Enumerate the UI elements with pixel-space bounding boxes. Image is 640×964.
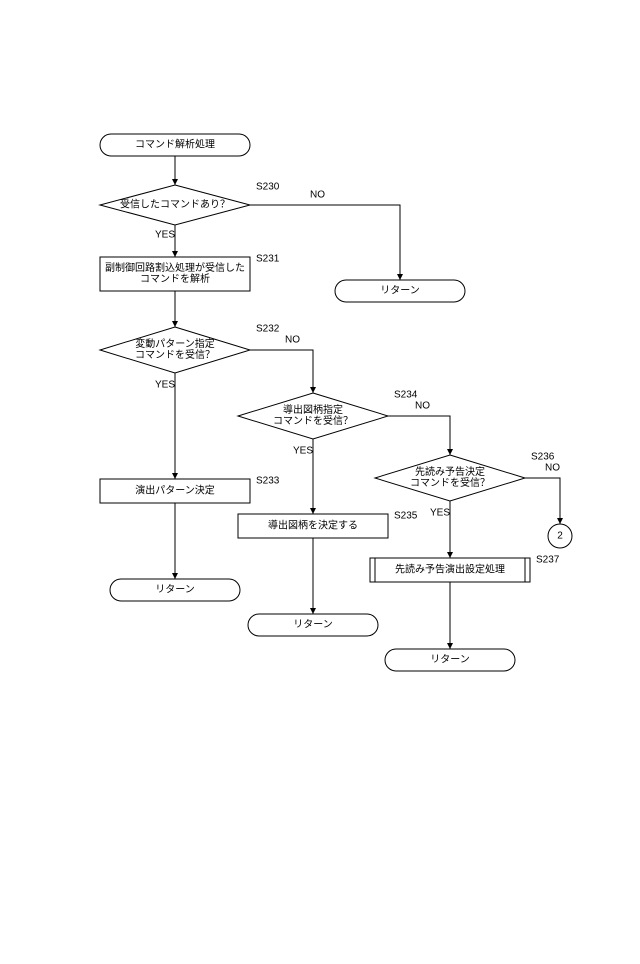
svg-text:リターン: リターン xyxy=(380,285,420,297)
svg-text:2: 2 xyxy=(557,531,563,542)
step-label: S237 xyxy=(536,555,560,566)
node-start: コマンド解析処理 xyxy=(100,134,250,156)
svg-text:演出パターン決定: 演出パターン決定 xyxy=(135,484,215,497)
node-d234: 導出図柄指定コマンドを受信？ S234 xyxy=(238,390,418,439)
edge xyxy=(250,350,313,393)
svg-text:導出図柄指定: 導出図柄指定 xyxy=(283,403,343,416)
node-d236: 先読み予告決定コマンドを受信？ S236 xyxy=(375,452,555,501)
flowchart-diagram: YES NO YES NO YES NO YES NO コマンド解析処理受信したコマンドあり？… xyxy=(0,0,640,964)
node-ret2: リターン xyxy=(110,579,240,601)
node-off2: 2 xyxy=(548,524,572,548)
step-label: S232 xyxy=(256,324,280,335)
step-label: S236 xyxy=(531,452,555,463)
svg-text:副制御回路割込処理が受信した: 副制御回路割込処理が受信した xyxy=(105,261,245,274)
node-ret3: リターン xyxy=(248,614,378,636)
node-ret4: リターン xyxy=(385,649,515,671)
node-ret1: リターン xyxy=(335,280,465,302)
svg-text:変動パターン指定: 変動パターン指定 xyxy=(135,337,215,350)
svg-text:コマンドを受信？: コマンドを受信？ xyxy=(273,415,353,427)
edge-label: NO xyxy=(285,335,300,346)
edge-label: NO xyxy=(545,463,560,474)
node-p235: 導出図柄を決定する S235 xyxy=(238,511,418,538)
svg-text:コマンドを解析: コマンドを解析 xyxy=(140,272,210,285)
edge xyxy=(388,416,450,455)
node-p237: 先読み予告演出設定処理 S237 xyxy=(370,555,560,582)
svg-text:コマンドを受信？: コマンドを受信？ xyxy=(410,477,490,489)
edge-label: YES xyxy=(430,508,450,519)
svg-text:先読み予告決定: 先読み予告決定 xyxy=(415,465,485,478)
svg-text:リターン: リターン xyxy=(430,654,470,666)
step-label: S230 xyxy=(256,182,280,193)
svg-text:コマンド解析処理: コマンド解析処理 xyxy=(135,138,215,151)
node-d232: 変動パターン指定コマンドを受信？ S232 xyxy=(100,324,280,373)
step-label: S231 xyxy=(256,254,280,265)
edge-label: YES xyxy=(155,230,175,241)
svg-text:リターン: リターン xyxy=(155,584,195,596)
svg-text:先読み予告演出設定処理: 先読み予告演出設定処理 xyxy=(395,563,505,576)
svg-text:リターン: リターン xyxy=(293,619,333,631)
edge xyxy=(525,478,560,524)
step-label: S233 xyxy=(256,476,280,487)
svg-text:コマンドを受信？: コマンドを受信？ xyxy=(135,349,215,361)
edge-label: YES xyxy=(293,446,313,457)
edge-label: YES xyxy=(155,380,175,391)
step-label: S235 xyxy=(394,511,418,522)
step-label: S234 xyxy=(394,390,418,401)
node-p233: 演出パターン決定 S233 xyxy=(100,476,280,503)
node-d230: 受信したコマンドあり？ S230 xyxy=(100,182,280,225)
node-p231: 副制御回路割込処理が受信したコマンドを解析 S231 xyxy=(100,254,280,291)
svg-text:受信したコマンドあり？: 受信したコマンドあり？ xyxy=(120,199,230,211)
edge xyxy=(250,205,400,280)
edge-label: NO xyxy=(415,401,430,412)
edge-label: NO xyxy=(310,190,325,201)
svg-text:導出図柄を決定する: 導出図柄を決定する xyxy=(268,519,358,532)
